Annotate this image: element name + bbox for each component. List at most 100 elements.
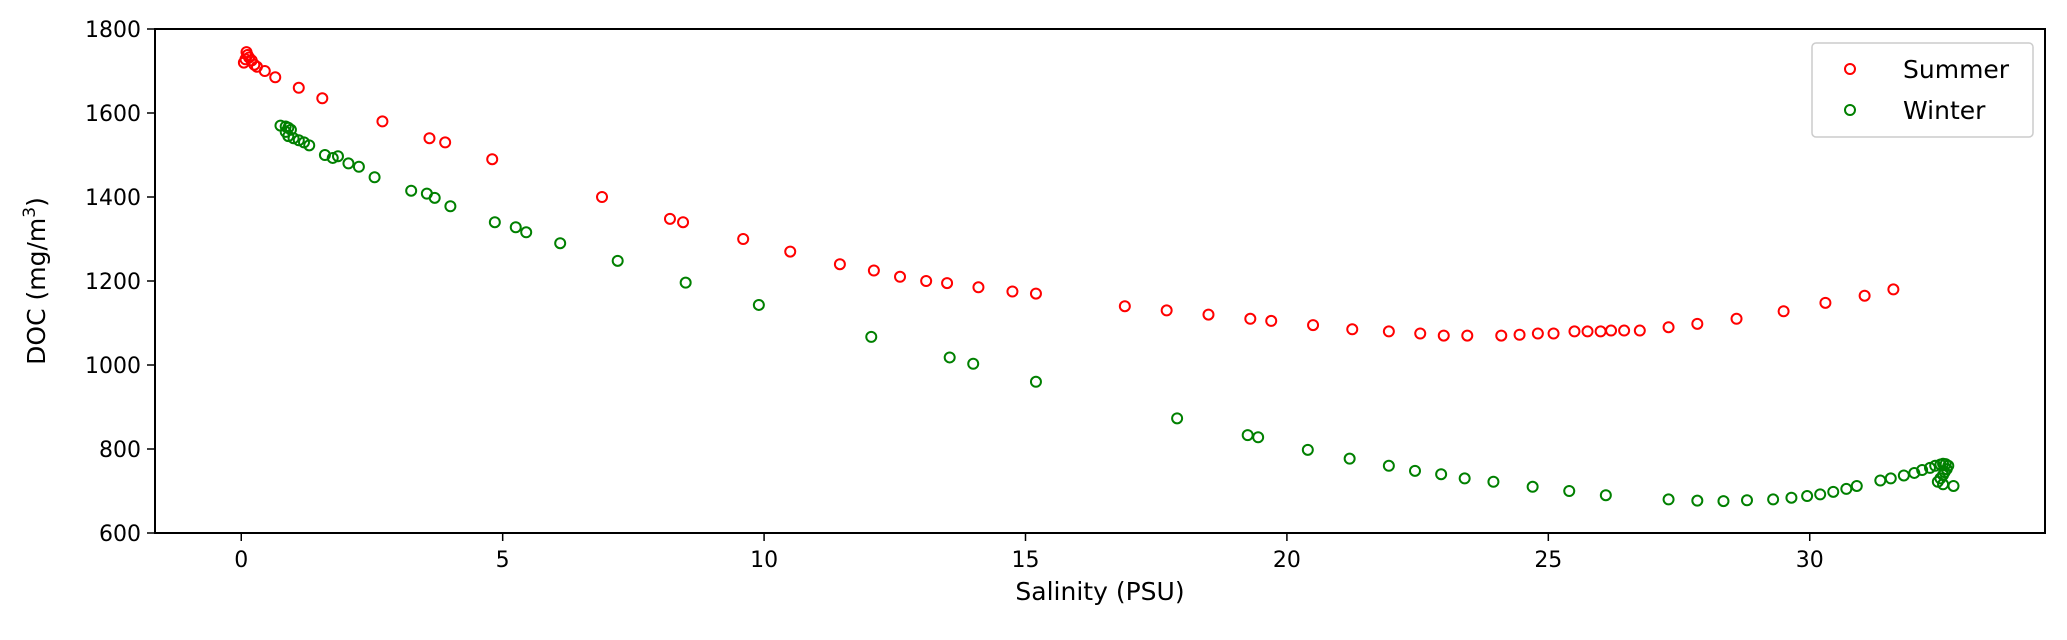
point-summer (1307, 319, 1320, 332)
x-axis: 0 5 10 15 20 25 30 (234, 533, 1824, 573)
point-winter (752, 298, 765, 311)
point-summer (1160, 304, 1173, 317)
point-summer (439, 136, 452, 149)
point-summer (920, 275, 933, 287)
point-winter (943, 351, 956, 364)
point-summer (1730, 312, 1743, 325)
point-winter (554, 237, 567, 250)
point-winter (509, 221, 522, 234)
point-winter (1850, 479, 1863, 492)
point-winter (520, 226, 533, 239)
y-tick-label: 600 (99, 522, 141, 547)
point-winter (1171, 412, 1184, 425)
x-tick-label: 25 (1534, 548, 1562, 573)
point-summer (1346, 323, 1359, 336)
point-summer (1265, 314, 1278, 327)
legend-marker-winter (1844, 104, 1856, 116)
point-winter (1526, 480, 1539, 493)
point-summer (1547, 327, 1560, 340)
x-tick-label: 10 (750, 548, 778, 573)
point-winter (1785, 491, 1798, 504)
point-winter (1740, 494, 1753, 507)
point-summer (894, 270, 907, 283)
point-summer (1887, 283, 1900, 296)
point-summer (867, 264, 880, 277)
point-winter (1599, 489, 1612, 502)
point-winter (1487, 475, 1500, 488)
point-summer (486, 153, 499, 166)
point-winter (1884, 472, 1897, 485)
x-tick-label: 20 (1273, 548, 1301, 573)
point-winter (1301, 443, 1314, 456)
y-tick-label: 800 (99, 438, 141, 463)
point-winter (679, 276, 692, 289)
point-winter (303, 139, 316, 152)
point-winter (1908, 466, 1921, 479)
point-summer (833, 258, 846, 271)
x-tick-label: 5 (496, 548, 510, 573)
y-tick-label: 1200 (85, 270, 141, 295)
y-axis-label: DOC (mg/m3) (20, 197, 51, 365)
point-winter (1717, 495, 1730, 508)
point-winter (1840, 482, 1853, 495)
legend-box (1811, 42, 2034, 138)
point-winter (1563, 485, 1576, 497)
point-summer (1461, 329, 1474, 342)
point-winter (865, 330, 878, 343)
legend: Summer Winter (1811, 42, 2034, 138)
point-winter (1939, 458, 1952, 471)
point-winter (342, 157, 355, 170)
point-summer (596, 191, 609, 203)
point-summer (941, 277, 954, 290)
point-winter (318, 149, 331, 161)
plot-frame (154, 28, 2046, 534)
point-summer (258, 65, 271, 77)
x-axis-label: Salinity (PSU) (1015, 577, 1184, 606)
point-summer (663, 212, 676, 225)
point-summer (1819, 296, 1832, 309)
data-points (237, 46, 1960, 508)
point-winter (1934, 472, 1947, 485)
point-winter (1435, 468, 1448, 481)
point-summer (972, 281, 985, 294)
point-winter (1897, 469, 1910, 482)
point-winter (1874, 474, 1887, 487)
point-winter (1947, 479, 1960, 492)
point-winter (1241, 429, 1254, 442)
point-winter (331, 150, 344, 163)
point-summer (1202, 308, 1215, 321)
point-winter (1029, 375, 1042, 388)
legend-marker-summer (1844, 63, 1856, 75)
point-winter (428, 191, 441, 204)
y-tick-label: 1600 (85, 102, 141, 127)
y-tick-label: 1400 (85, 186, 141, 211)
point-summer (1513, 328, 1526, 341)
point-summer (1029, 287, 1042, 300)
point-summer (292, 81, 305, 94)
point-winter (1940, 463, 1953, 476)
point-winter (967, 357, 980, 370)
point-winter (1382, 459, 1395, 472)
point-summer (1858, 289, 1871, 302)
point-summer (677, 216, 690, 229)
point-summer (248, 58, 261, 71)
point-summer (376, 115, 389, 128)
point-summer (1662, 321, 1675, 334)
point-winter (488, 216, 501, 229)
point-winter (1916, 464, 1929, 476)
legend-label-summer: Summer (1903, 55, 2010, 84)
point-winter (444, 200, 457, 213)
point-summer (1618, 324, 1631, 337)
y-tick-label: 1000 (85, 354, 141, 379)
point-summer (269, 71, 282, 84)
point-summer (1605, 324, 1618, 337)
point-summer (316, 92, 329, 105)
point-summer (1777, 305, 1790, 318)
point-winter (611, 254, 624, 267)
point-winter (405, 184, 418, 197)
point-summer (1495, 329, 1508, 342)
point-winter (1827, 485, 1840, 498)
point-summer (737, 233, 750, 245)
x-tick-label: 0 (234, 548, 248, 573)
point-winter (1343, 452, 1356, 465)
